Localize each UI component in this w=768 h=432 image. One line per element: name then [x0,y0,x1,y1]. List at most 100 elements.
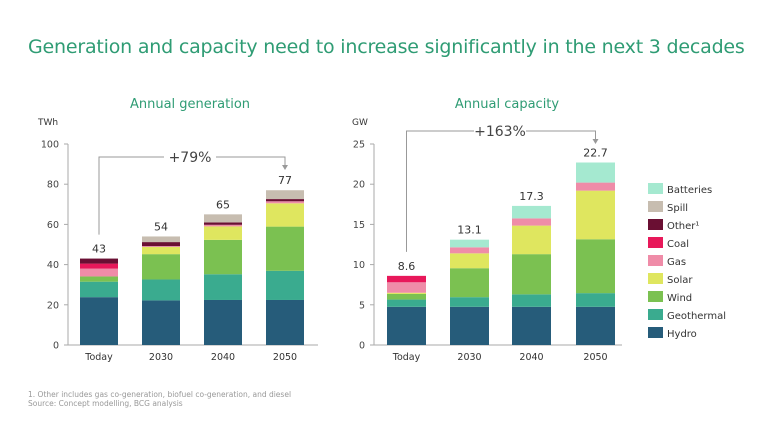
x-tick-label: 2040 [519,352,543,363]
bar-segment-gas [142,246,180,247]
bar-segment-coal [387,275,426,283]
annotation-bg [164,148,216,164]
total-label: 17.3 [519,190,544,203]
y-tick-label: 80 [47,180,59,191]
bar-segment-solar [387,292,426,294]
legend-swatch-solar [648,273,663,284]
bar-segment-hydro [142,300,180,345]
legend-swatch-geothermal [648,309,663,320]
bar-segment-gas [576,182,615,191]
y-tick-label: 40 [47,260,59,271]
x-tick-label: Today [84,352,113,363]
bar-segment-geothermal [512,294,551,307]
bar-segment-wind [266,226,304,271]
bar-segment-solar [512,225,551,255]
bar-segment-other [266,199,304,202]
legend-swatch-batteries [648,183,663,194]
y-tick-label: 5 [359,300,365,311]
growth-bracket [406,130,596,252]
y-tick-label: 20 [353,180,365,191]
legend-label: Hydro [667,329,697,340]
y-tick-label: 100 [41,140,59,151]
bar-segment-hydro [450,306,489,345]
bar-segment-wind [450,268,489,298]
total-label: 65 [216,198,230,211]
y-tick-label: 15 [353,220,365,231]
bar-segment-hydro [387,306,426,345]
bar-segment-batteries [450,239,489,248]
total-label: 43 [92,243,106,256]
growth-annotation: +79% [169,150,212,166]
bar-segment-spill [266,190,304,200]
bar-segment-geothermal [142,279,180,301]
x-tick-label: 2050 [273,352,297,363]
bar-segment-batteries [512,205,551,219]
legend-swatch-other [648,219,663,230]
y-tick-label: 25 [353,140,365,151]
bar-segment-gas [204,224,242,227]
bar-segment-hydro [512,306,551,345]
bar-segment-wind [512,254,551,295]
bar-segment-solar [142,246,180,255]
bar-segment-geothermal [204,274,242,300]
total-label: 8.6 [398,260,416,273]
y-axis-unit: TWh [37,118,58,128]
bar-segment-batteries [576,162,615,183]
bar-segment-hydro [266,299,304,345]
total-label: 13.1 [457,224,482,237]
y-tick-label: 0 [359,341,365,352]
bar-segment-spill [204,214,242,223]
legend-swatch-gas [648,255,663,266]
total-label: 22.7 [583,146,608,159]
bar-segment-gas [387,282,426,293]
bar-segment-solar [576,190,615,240]
x-tick-label: 2050 [583,352,607,363]
bar-segment-wind [142,254,180,280]
bar-segment-spill [142,236,180,243]
bar-segment-gas [266,201,304,204]
legend-label: Other¹ [667,221,699,232]
growth-bracket [98,156,286,235]
bar-segment-coal [80,263,118,269]
x-tick-label: 2030 [149,352,173,363]
legend-label: Batteries [667,185,712,196]
slide-title: Generation and capacity need to increase… [28,36,745,58]
legend-label: Gas [667,257,686,268]
footnote: 1. Other includes gas co-generation, bio… [28,390,292,399]
x-tick-label: 2040 [211,352,235,363]
y-tick-label: 60 [47,220,59,231]
bar-segment-solar [266,203,304,227]
bar-segment-other [80,258,118,264]
legend-label: Spill [667,203,688,214]
bar-segment-other [204,222,242,225]
bar-segment-hydro [576,306,615,345]
arrow-down-icon [592,139,599,144]
total-label: 77 [278,174,292,187]
bar-segment-geothermal [387,299,426,307]
annotation-bg [474,122,526,138]
bar-segment-gas [80,268,118,277]
legend-swatch-coal [648,237,663,248]
bar-segment-wind [387,293,426,300]
bar-segment-solar [204,226,242,240]
legend-swatch-hydro [648,327,663,338]
y-axis-unit: GW [352,118,368,128]
bar-segment-geothermal [80,281,118,298]
legend-label: Geothermal [667,311,726,322]
legend-swatch-spill [648,201,663,212]
legend-swatch-wind [648,291,663,302]
source-note: Source: Concept modelling, BCG analysis [28,399,183,408]
bar-segment-geothermal [450,297,489,307]
bar-segment-solar [450,253,489,269]
legend-label: Coal [667,239,689,250]
bar-segment-wind [204,239,242,275]
legend-label: Wind [667,293,692,304]
growth-annotation: +163% [474,124,526,140]
legend-label: Solar [667,275,693,286]
bar-segment-hydro [204,299,242,345]
chart-title: Annual generation [130,97,250,112]
bar-segment-geothermal [266,270,304,300]
bar-segment-other [142,242,180,247]
